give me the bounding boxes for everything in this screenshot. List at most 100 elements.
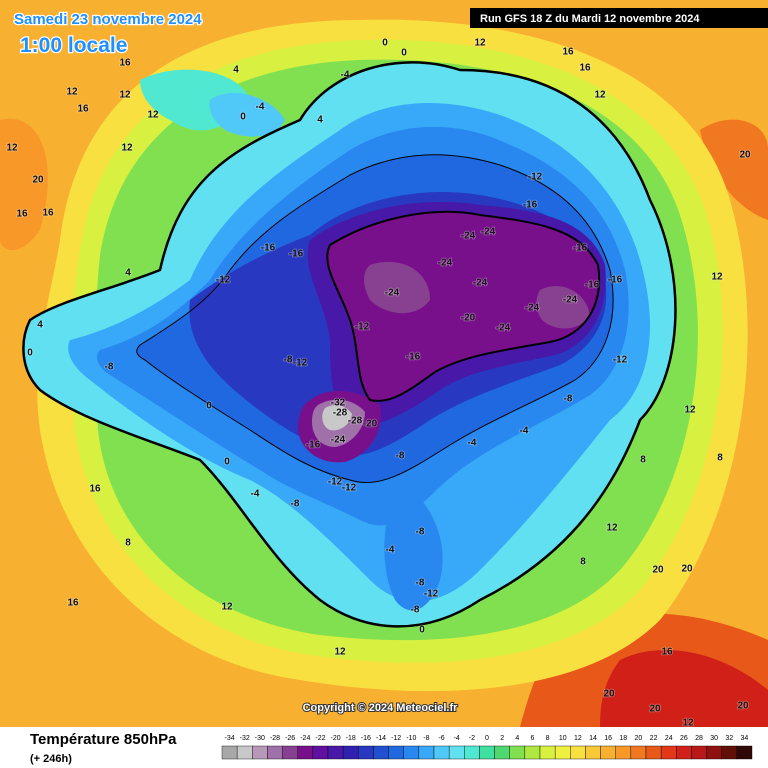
contour-label: 16	[77, 104, 89, 115]
colorbar-label: 26	[680, 735, 688, 742]
contour-label: -12	[355, 322, 370, 333]
colorbar-label: 22	[650, 735, 658, 742]
colorbar-swatch	[221, 745, 238, 760]
colorbar-swatch	[570, 745, 586, 760]
colorbar-label: -26	[285, 735, 295, 742]
contour-label: -24	[563, 295, 578, 306]
contour-label: -24	[473, 278, 488, 289]
contour-label: 16	[562, 47, 574, 58]
forecast-date: Samedi 23 novembre 2024	[14, 11, 202, 28]
contour-label: 4	[125, 268, 131, 279]
colorbar-label: -6	[438, 735, 444, 742]
colorbar-label: -18	[346, 735, 356, 742]
contour-label: 12	[606, 523, 618, 534]
contour-label: 4	[37, 320, 43, 331]
colorbar-label: -4	[454, 735, 460, 742]
colorbar-label: 16	[604, 735, 612, 742]
contour-label: -8	[105, 362, 114, 373]
colorbar-swatch	[358, 745, 374, 760]
contour-label: 8	[640, 455, 646, 466]
contour-label: 16	[89, 484, 101, 495]
colorbar-swatch	[509, 745, 526, 760]
contour-label: -12	[293, 358, 308, 369]
contour-label: -12	[613, 355, 628, 366]
contour-label: -12	[424, 589, 439, 600]
contour-label: -12	[528, 172, 543, 183]
colorbar-label: -12	[391, 735, 401, 742]
colorbar-label: -34	[225, 735, 235, 742]
colorbar-label: 28	[695, 735, 703, 742]
contour-label: 16	[119, 58, 131, 69]
temperature-field: 16 12 16 12 12 12 20 16 16 12 4 -4 0 4 -4 0 0 12 16 16 12 20 -…	[0, 0, 768, 729]
contour-label: 12	[119, 90, 131, 101]
colorbar-swatch	[600, 745, 616, 760]
colorbar-swatch	[236, 745, 253, 760]
run-info: Run GFS 18 Z du Mardi 12 novembre 2024	[480, 13, 700, 25]
contour-label: -16	[289, 249, 304, 260]
colorbar-label: 20	[635, 735, 643, 742]
contour-label: -24	[461, 231, 476, 242]
colorbar-swatch	[615, 745, 632, 760]
contour-label: 12	[682, 718, 694, 729]
contour-label: 8	[580, 557, 586, 568]
contour-label: -16	[523, 200, 538, 211]
contour-label: 0	[206, 401, 212, 412]
colorbar-swatch	[706, 745, 722, 760]
contour-label: 20	[32, 175, 44, 186]
colorbar-label: -28	[270, 735, 280, 742]
contour-label: 16	[67, 598, 79, 609]
contour-label: -8	[284, 355, 293, 366]
lead-time: (+ 246h)	[30, 753, 72, 765]
colorbar-swatch	[297, 745, 314, 760]
isotherm	[136, 154, 614, 484]
colorbar-label: 30	[710, 735, 718, 742]
contour-labels: 16 12 16 12 12 12 20 16 16 12 4 -4 0 4 -4 0 0 12 16 16 12 20 -…	[6, 37, 752, 729]
colorbar-label: -10	[406, 735, 416, 742]
colorbar-swatch	[342, 745, 359, 760]
colorbar-swatch	[252, 745, 268, 760]
contour-label: -16	[306, 440, 321, 451]
contour-label: -8	[564, 394, 573, 405]
contour-label: 20	[603, 689, 615, 700]
contour-label: 0	[224, 457, 230, 468]
temperature-area	[600, 650, 768, 727]
contour-label: -12	[342, 483, 357, 494]
contour-label: -4	[468, 438, 477, 449]
contour-label: -16	[261, 243, 276, 254]
colorbar-label: -8	[423, 735, 429, 742]
contour-label: -4	[341, 70, 350, 81]
colorbar-label: 18	[619, 735, 627, 742]
colorbar-label: -22	[315, 735, 325, 742]
colorbar-label: -30	[255, 735, 265, 742]
colorbar-swatch	[312, 745, 329, 760]
colorbar: -34 -32 -30 -28 -26 -24 -22 -20 -18 -16 -14 -12 -10-…	[221, 735, 753, 760]
colorbar-label: 14	[589, 735, 597, 742]
contour-label: 12	[66, 87, 78, 98]
contour-label: 12	[684, 405, 696, 416]
colorbar-swatch	[660, 745, 677, 760]
contour-label: -12	[216, 275, 231, 286]
contour-label: -8	[291, 499, 300, 510]
contour-label: -20	[461, 313, 476, 324]
colorbar-swatch	[373, 745, 389, 760]
colorbar-label: 34	[741, 735, 749, 742]
colorbar-label: -24	[300, 735, 310, 742]
colorbar-label: -32	[240, 735, 250, 742]
colorbar-swatch	[691, 745, 707, 760]
temperature-area	[364, 261, 430, 314]
colorbar-label: 12	[574, 735, 582, 742]
contour-label: 20	[652, 565, 664, 576]
contour-label: -28	[333, 408, 348, 419]
temperature-area	[322, 405, 352, 431]
contour-label: -16	[573, 243, 588, 254]
contour-label: -8	[416, 578, 425, 589]
contour-label: -4	[256, 102, 265, 113]
contour-label: 4	[233, 65, 239, 76]
contour-label: -20	[363, 419, 378, 430]
contour-label: 16	[579, 63, 591, 74]
contour-label: 0	[419, 625, 425, 636]
contour-label: 16	[16, 209, 28, 220]
run-banner	[470, 8, 768, 28]
contour-label: 0	[27, 348, 33, 359]
